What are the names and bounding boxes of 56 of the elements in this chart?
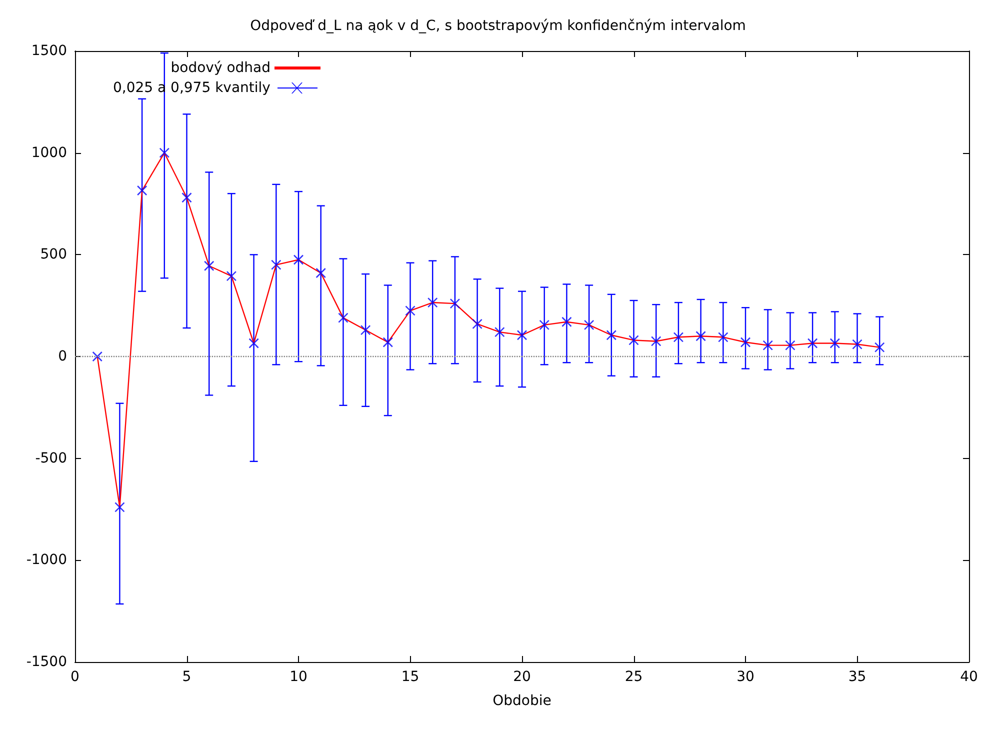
point bbox=[382, 337, 394, 348]
point bbox=[182, 192, 192, 203]
point bbox=[562, 316, 572, 328]
point bbox=[494, 326, 505, 338]
point bbox=[293, 254, 304, 265]
x-axis-title: Obdobie bbox=[492, 693, 552, 709]
point bbox=[472, 318, 482, 330]
x-tick-label: 5 bbox=[182, 669, 192, 685]
point bbox=[718, 332, 728, 342]
point bbox=[740, 337, 751, 348]
y-tick-label: 1500 bbox=[31, 43, 67, 59]
y-tick-label: -1000 bbox=[26, 552, 67, 568]
point bbox=[628, 335, 639, 346]
y-tick-label: 0 bbox=[58, 348, 67, 364]
point bbox=[204, 260, 214, 272]
point bbox=[516, 330, 528, 340]
point bbox=[762, 340, 773, 350]
point bbox=[539, 320, 550, 330]
point bbox=[673, 332, 684, 342]
point bbox=[852, 339, 862, 350]
point bbox=[159, 148, 170, 158]
point bbox=[650, 336, 662, 346]
x-tick-label: 0 bbox=[70, 669, 80, 685]
x-tick-label: 15 bbox=[401, 669, 420, 685]
x-tick-label: 20 bbox=[513, 669, 531, 685]
point bbox=[360, 324, 371, 336]
point bbox=[226, 270, 237, 282]
point bbox=[807, 338, 818, 348]
x-tick-label: 35 bbox=[848, 669, 866, 685]
y-tick-label: -500 bbox=[35, 450, 67, 466]
point bbox=[584, 320, 594, 330]
point bbox=[830, 338, 840, 348]
point bbox=[92, 351, 102, 362]
x-tick-label: 25 bbox=[624, 669, 643, 685]
x-tick-label: 40 bbox=[960, 669, 978, 685]
y-tick-label: 500 bbox=[40, 246, 67, 263]
line-series bbox=[96, 152, 880, 508]
chart-title: Odpoveď d_L na ąok v d_C, s bootstrapovým konfidenčným intervalom bbox=[250, 18, 746, 34]
point bbox=[114, 502, 125, 512]
point bbox=[271, 260, 282, 270]
legend-label: bodový odhad bbox=[170, 60, 270, 76]
point bbox=[606, 330, 617, 340]
x-tick-label: 10 bbox=[290, 669, 308, 685]
x-tick-label: 30 bbox=[736, 669, 754, 685]
point bbox=[785, 340, 796, 350]
point bbox=[427, 297, 438, 308]
point bbox=[316, 268, 326, 278]
point bbox=[696, 330, 706, 342]
point bbox=[405, 306, 416, 316]
y-tick-label: -1500 bbox=[26, 654, 67, 670]
point bbox=[450, 298, 460, 309]
point bbox=[338, 312, 348, 323]
point bbox=[248, 338, 259, 348]
y-tick-label: 1000 bbox=[31, 144, 67, 161]
point bbox=[874, 342, 885, 352]
point bbox=[136, 185, 148, 196]
